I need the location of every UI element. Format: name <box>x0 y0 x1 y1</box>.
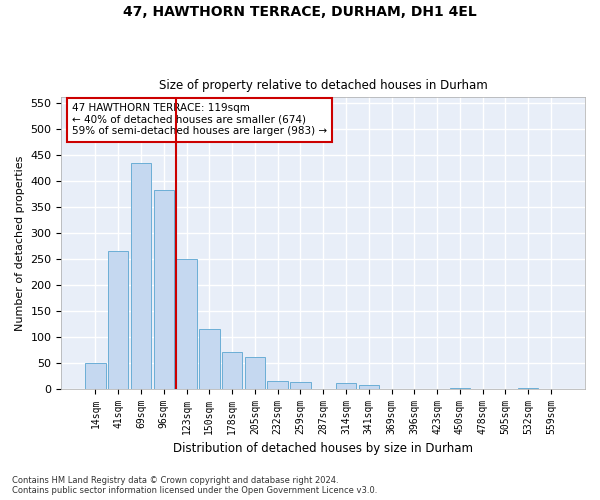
Bar <box>336 384 356 388</box>
X-axis label: Distribution of detached houses by size in Durham: Distribution of detached houses by size … <box>173 442 473 455</box>
Text: 47 HAWTHORN TERRACE: 119sqm
← 40% of detached houses are smaller (674)
59% of se: 47 HAWTHORN TERRACE: 119sqm ← 40% of det… <box>72 103 327 136</box>
Bar <box>108 251 128 388</box>
Bar <box>131 164 151 388</box>
Title: Size of property relative to detached houses in Durham: Size of property relative to detached ho… <box>159 79 488 92</box>
Bar <box>245 358 265 388</box>
Bar <box>85 362 106 388</box>
Text: Contains HM Land Registry data © Crown copyright and database right 2024.
Contai: Contains HM Land Registry data © Crown c… <box>12 476 377 495</box>
Bar <box>154 190 174 388</box>
Bar <box>268 381 288 388</box>
Bar <box>290 382 311 388</box>
Y-axis label: Number of detached properties: Number of detached properties <box>15 156 25 330</box>
Bar <box>176 258 197 388</box>
Bar <box>359 385 379 388</box>
Bar <box>222 352 242 388</box>
Text: 47, HAWTHORN TERRACE, DURHAM, DH1 4EL: 47, HAWTHORN TERRACE, DURHAM, DH1 4EL <box>123 5 477 19</box>
Bar <box>199 329 220 388</box>
